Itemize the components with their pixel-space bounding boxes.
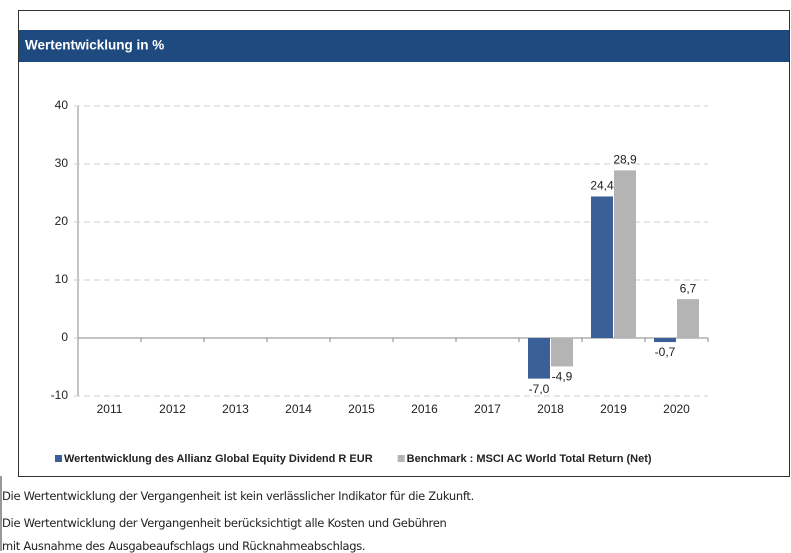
bar xyxy=(614,170,636,338)
y-tick-label: 40 xyxy=(55,98,69,112)
data-label: 24,4 xyxy=(590,179,614,193)
data-label: -0,7 xyxy=(655,345,676,359)
y-tick-label: -10 xyxy=(51,388,69,402)
footnote: Die Wertentwicklung der Vergangenheit is… xyxy=(2,489,474,503)
legend-swatch xyxy=(55,455,62,462)
bar xyxy=(677,299,699,338)
y-tick-label: 10 xyxy=(55,272,69,286)
legend-label: Benchmark : MSCI AC World Total Return (… xyxy=(407,453,652,465)
bar xyxy=(551,338,573,367)
data-label: -7,0 xyxy=(529,382,550,396)
x-tick-label: 2019 xyxy=(600,402,627,416)
header-bar xyxy=(19,30,789,62)
x-tick-label: 2016 xyxy=(411,402,438,416)
footnote: mit Ausnahme des Ausgabeaufschlags und R… xyxy=(2,539,366,553)
y-tick-label: 20 xyxy=(55,214,69,228)
bar xyxy=(528,338,550,379)
x-tick-label: 2020 xyxy=(663,402,690,416)
y-tick-label: 30 xyxy=(55,156,69,170)
footnote: Die Wertentwicklung der Vergangenheit be… xyxy=(2,516,447,530)
data-label: 28,9 xyxy=(613,153,637,167)
x-tick-label: 2011 xyxy=(97,402,123,416)
x-tick-label: 2014 xyxy=(285,402,312,416)
frame xyxy=(18,10,790,477)
x-tick-label: 2015 xyxy=(348,402,375,416)
bar xyxy=(591,196,613,338)
y-tick-label: 0 xyxy=(61,330,68,344)
x-tick-label: 2013 xyxy=(222,402,249,416)
legend-swatch xyxy=(397,455,405,462)
x-tick-label: 2017 xyxy=(474,402,501,416)
bar xyxy=(654,338,676,343)
data-label: -4,9 xyxy=(552,370,573,384)
x-tick-label: 2012 xyxy=(159,402,186,416)
x-tick-label: 2018 xyxy=(537,402,564,416)
legend-label: Wertentwicklung des Allianz Global Equit… xyxy=(64,453,373,465)
chart-title: Wertentwicklung in % xyxy=(25,38,164,53)
data-label: 6,7 xyxy=(680,281,697,295)
